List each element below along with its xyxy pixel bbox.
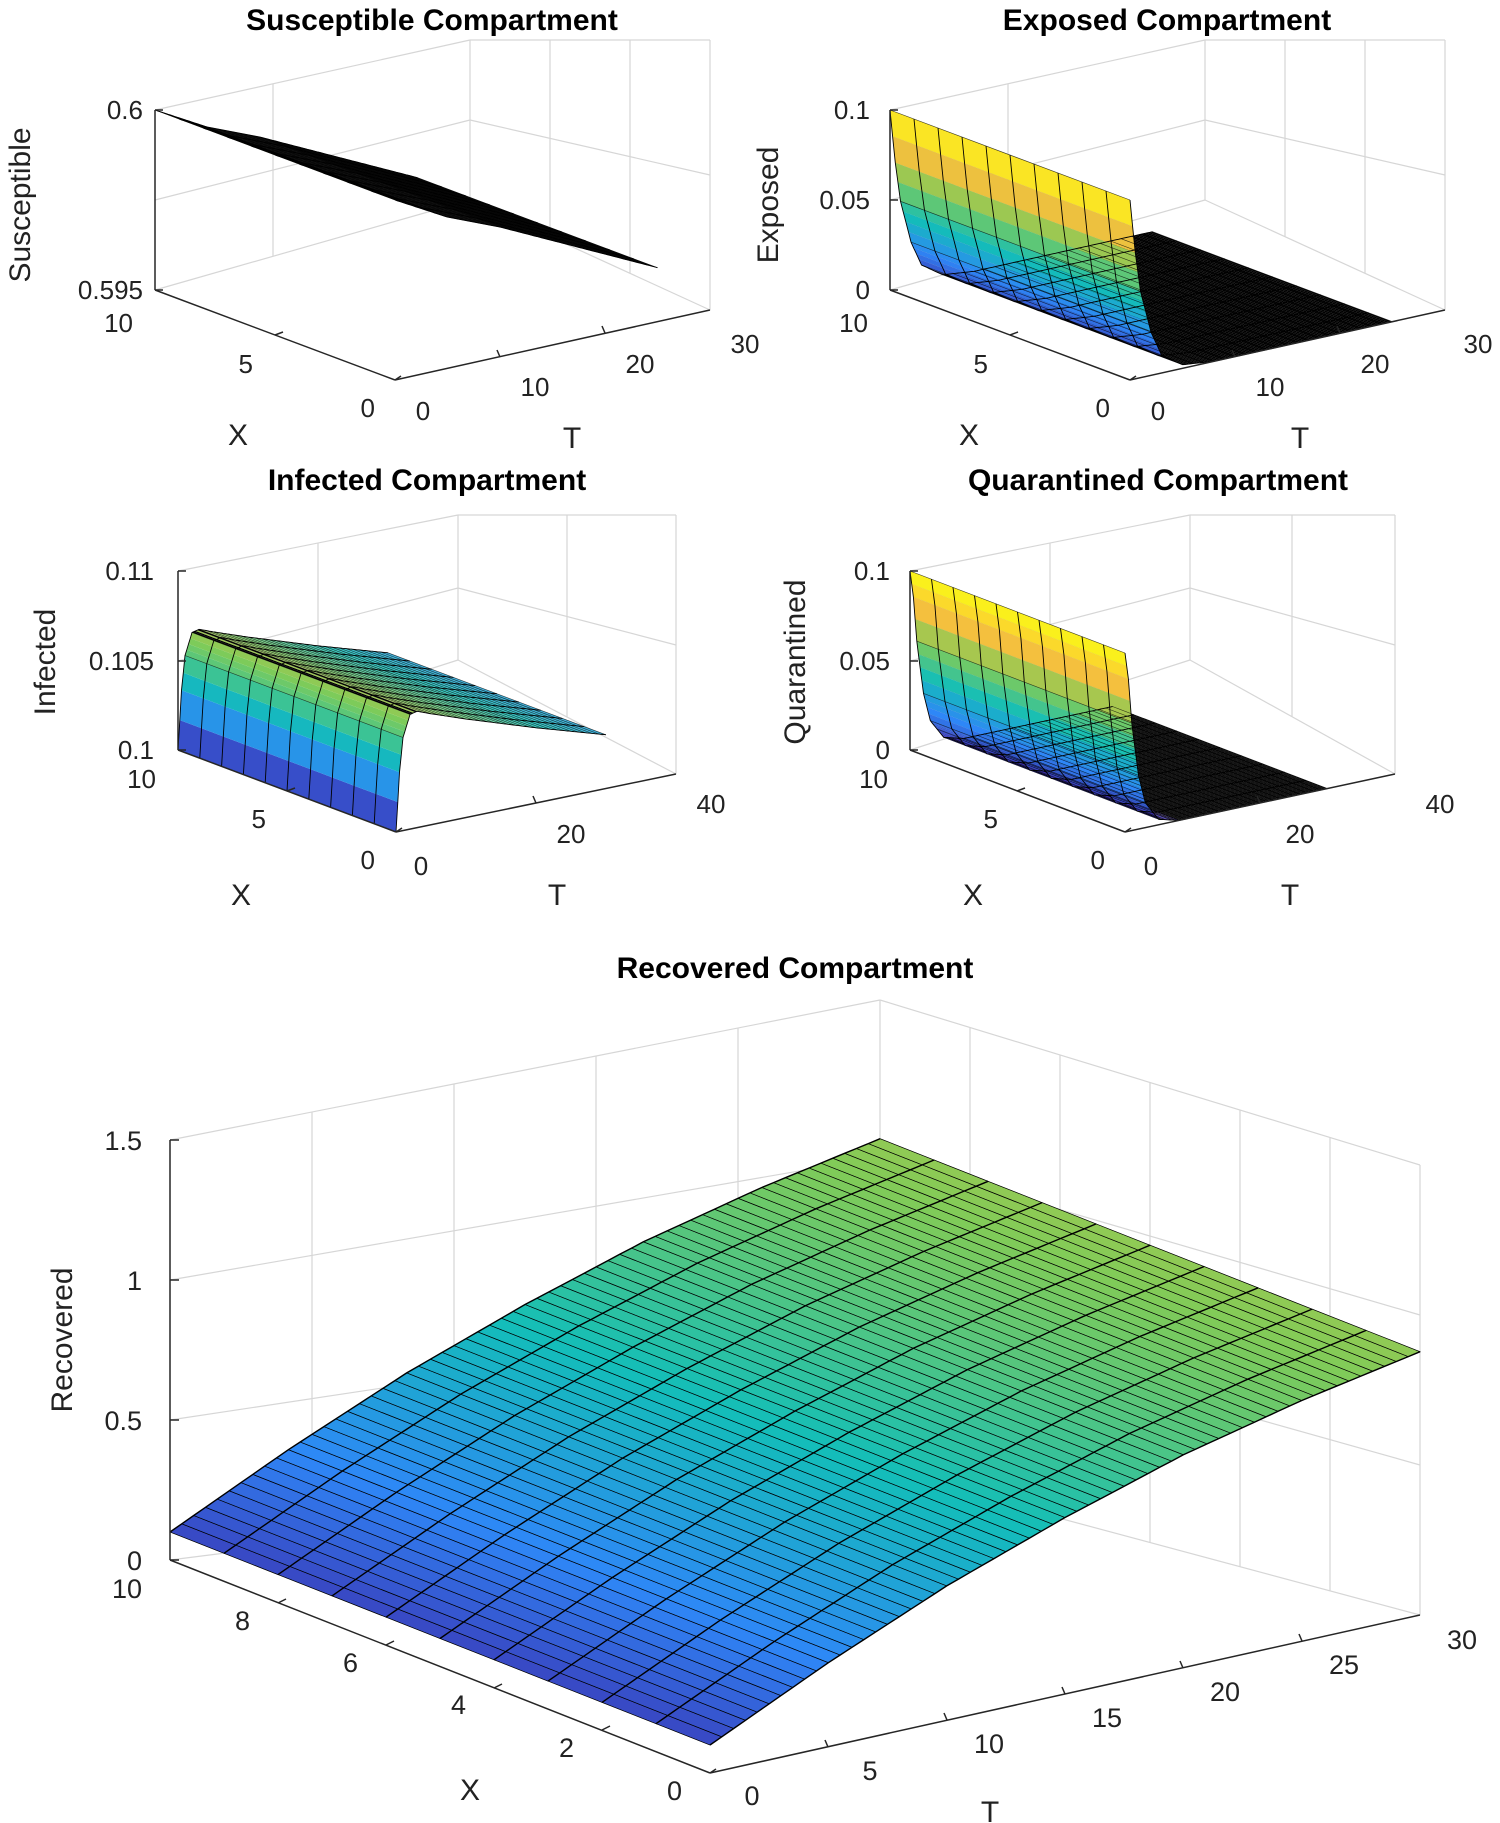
ytick-infected-2: 40 — [697, 789, 726, 819]
chart-title-susceptible: Susceptible Compartment — [246, 4, 618, 37]
ztick-infected-0: 0.1 — [118, 735, 154, 765]
zlabel-exposed: Exposed — [752, 147, 785, 264]
xtick-infected-2: 10 — [127, 764, 156, 794]
surface-mesh-line — [228, 130, 469, 222]
ytick-exposed-0: 0 — [1151, 396, 1165, 426]
xtick-exposed-2: 10 — [839, 308, 868, 338]
ytick-susceptible-3: 30 — [731, 329, 760, 359]
ytick-susceptible-1: 10 — [521, 372, 550, 402]
surface-mesh-line — [406, 174, 648, 266]
surface-mesh-line — [291, 144, 532, 236]
surface-mesh-line — [165, 113, 406, 204]
chart-title-exposed: Exposed Compartment — [1003, 4, 1331, 37]
xlabel-susceptible: X — [228, 419, 248, 452]
ytick-exposed-3: 30 — [1464, 329, 1493, 359]
surface-mesh-line — [238, 132, 480, 224]
xtick-infected-0: 0 — [361, 845, 375, 875]
zlabel-susceptible: Susceptible — [4, 127, 37, 282]
surface-mesh-line — [417, 177, 658, 268]
surface-mesh-line — [154, 109, 396, 201]
chart-title-quarantined: Quarantined Compartment — [968, 464, 1348, 497]
surface-exposed — [889, 109, 1393, 366]
chart-recovered: Recovered Compartment Recovered 0 0.5 1 … — [46, 952, 1477, 1823]
surface-mesh-line — [343, 158, 585, 249]
chart-quarantined: Quarantined Compartment Quarantined 0 0.… — [779, 464, 1454, 912]
surface-mesh-line — [196, 123, 438, 214]
surface-mesh-line — [207, 126, 448, 218]
surface-mesh-line — [375, 166, 616, 258]
ztick-quarantined-1: 0.05 — [839, 646, 890, 676]
xtick-exposed-0: 0 — [1096, 393, 1110, 423]
ztick-infected-1: 0.105 — [89, 646, 154, 676]
zlabel-quarantined: Quarantined — [779, 579, 812, 744]
ztick-exposed-2: 0.1 — [834, 95, 870, 125]
chart-infected: Infected Compartment Infected 0.1 0.105 … — [29, 464, 725, 912]
ytick-quarantined-2: 40 — [1426, 789, 1455, 819]
surface-mesh-line — [312, 150, 553, 241]
axes-lines-susceptible — [154, 109, 711, 381]
chart-susceptible: Susceptible Compartment Susceptible 0.59… — [4, 4, 759, 455]
ztick-quarantined-2: 0.1 — [854, 556, 890, 586]
surface-mesh-line — [217, 128, 459, 220]
surface-mesh-line — [322, 153, 564, 244]
chart-title-infected: Infected Compartment — [268, 464, 586, 497]
surface-mesh-line — [385, 169, 627, 260]
ylabel-exposed: T — [1291, 422, 1309, 455]
ytick-susceptible-0: 0 — [416, 396, 430, 426]
surface-mesh-line — [259, 136, 501, 228]
ztick-susceptible-0: 0.595 — [78, 275, 143, 305]
ylabel-infected: T — [548, 879, 566, 912]
xtick-susceptible-2: 10 — [104, 308, 133, 338]
surface-mesh-line — [364, 163, 606, 255]
xtick-quarantined-1: 5 — [984, 804, 998, 834]
surface-susceptible — [154, 109, 658, 269]
ylabel-quarantined: T — [1281, 879, 1299, 912]
ztick-infected-2: 0.11 — [105, 556, 154, 586]
surface-mesh-line — [186, 120, 427, 211]
ztick-exposed-1: 0.05 — [819, 185, 870, 215]
surface-mesh-line — [396, 172, 637, 263]
xlabel-exposed: X — [959, 419, 979, 452]
surface-mesh-line — [301, 147, 543, 239]
xtick-infected-1: 5 — [252, 804, 266, 834]
ytick-susceptible-2: 20 — [626, 349, 655, 379]
zlabel-infected: Infected — [29, 609, 62, 716]
ytick-infected-1: 20 — [557, 819, 586, 849]
chart-exposed: Exposed Compartment Exposed 0 0.05 0.1 0… — [752, 4, 1492, 455]
ytick-exposed-2: 20 — [1361, 349, 1390, 379]
xtick-susceptible-1: 5 — [239, 349, 253, 379]
xtick-susceptible-0: 0 — [361, 393, 375, 423]
xtick-exposed-1: 5 — [974, 349, 988, 379]
ylabel-susceptible: T — [563, 422, 581, 455]
ytick-exposed-1: 10 — [1256, 372, 1285, 402]
ztick-susceptible-1: 0.6 — [107, 95, 143, 125]
ztick-exposed-0: 0 — [856, 275, 870, 305]
ytick-quarantined-1: 20 — [1286, 819, 1315, 849]
ytick-quarantined-0: 0 — [1144, 851, 1158, 881]
xlabel-quarantined: X — [963, 879, 983, 912]
surface-mesh-line — [270, 139, 511, 231]
surface-mesh-line — [249, 134, 490, 226]
xlabel-infected: X — [231, 879, 251, 912]
surface-mesh-line — [333, 155, 574, 247]
surface-mesh-line — [354, 161, 595, 252]
ztick-quarantined-0: 0 — [876, 735, 890, 765]
xtick-quarantined-0: 0 — [1091, 845, 1105, 875]
surface-mesh-line — [175, 116, 417, 208]
ytick-infected-0: 0 — [414, 851, 428, 881]
xtick-quarantined-2: 10 — [859, 764, 888, 794]
surface-mesh-line — [280, 142, 522, 233]
axes-box-susceptible — [154, 39, 711, 311]
